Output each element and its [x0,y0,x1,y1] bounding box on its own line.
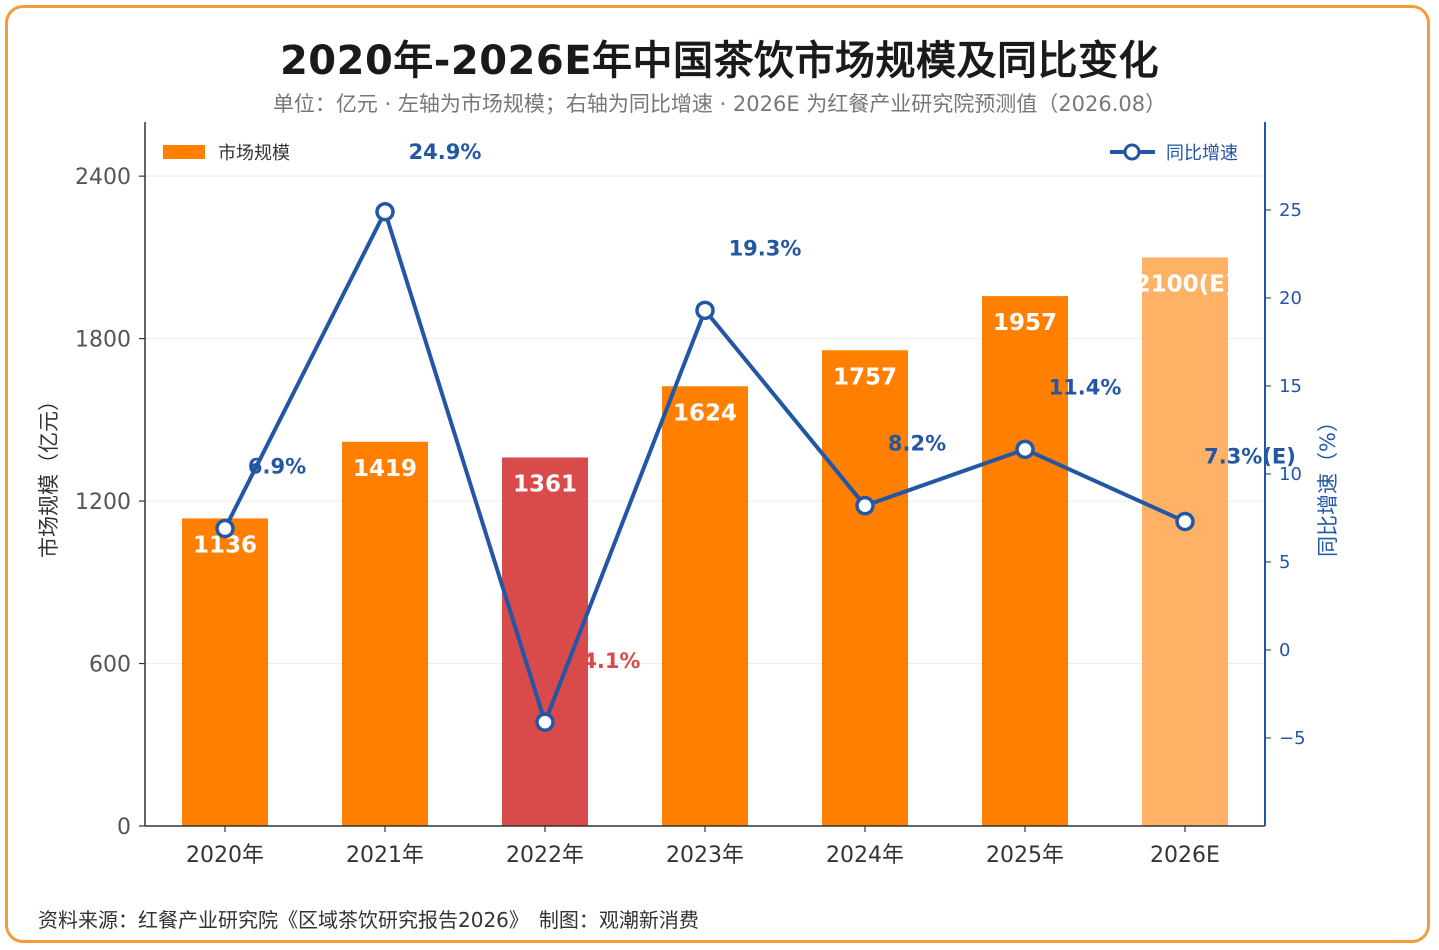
growth-point-6 [1015,439,1035,460]
left-tick-label: 0 [117,815,131,840]
x-tick-label: 2025年 [986,843,1064,868]
bar-5 [822,350,908,826]
left-axis-title: 市场规模（亿元） [37,390,61,558]
bar-4 [662,386,748,826]
chart-title: 2020年-2026E年中国茶饮市场规模及同比变化 [279,38,1160,84]
line-value-label: 24.9% [409,140,482,164]
bar-1 [182,518,268,826]
growth-point-2 [375,202,395,222]
right-tick-label: 0 [1279,640,1290,661]
line-value-label: 19.3% [729,236,802,260]
left-tick-label: 1800 [75,328,131,353]
bar-value-label: 2100(E) [1135,271,1236,297]
growth-point-1 [215,518,235,539]
right-axis-title: 同比增速（%） [1316,411,1340,557]
legend-line-marker [1123,143,1141,161]
legend-bar-swatch [163,145,205,159]
chart-subtitle: 单位：亿元 · 左轴为市场规模；右轴为同比增速 · 2026E 为红餐产业研究院… [272,92,1167,116]
growth-point-4 [695,300,715,321]
left-tick-label: 1200 [75,490,131,515]
growth-point-3 [535,712,555,732]
x-tick-label: 2023年 [666,843,744,868]
bar-2 [342,441,428,826]
x-tick-label: 2024年 [826,843,904,868]
growth-point-5 [855,495,875,516]
right-tick-label: 5 [1279,552,1290,573]
line-value-label: -4.1% [574,649,641,673]
growth-point-7 [1175,511,1195,532]
bar-value-label: 1757 [833,364,897,390]
x-tick-label: 2022年 [506,843,584,868]
right-tick-label: 20 [1279,288,1302,309]
bar-value-label: 1419 [353,456,417,482]
bar-7 [1142,257,1228,826]
line-value-label: 8.2% [888,432,946,456]
legend-bar-label: 市场规模 [218,143,290,164]
source-note: 资料来源：红餐产业研究院《区域茶饮研究报告2026》 制图：观潮新消费 [38,908,699,932]
left-tick-label: 2400 [75,165,131,190]
bar-3 [502,457,588,826]
x-tick-label: 2020年 [186,843,264,868]
line-value-label: 11.4% [1049,375,1122,399]
x-tick-label: 2021年 [346,843,424,868]
left-tick-label: 600 [89,653,131,678]
right-tick-label: 15 [1279,376,1302,397]
bar-value-label: 1957 [993,310,1057,336]
right-tick-label: 10 [1279,464,1302,485]
right-tick-label: −5 [1279,728,1306,749]
bar-value-label: 1624 [673,400,737,426]
legend-line-label: 同比增速 [1166,143,1238,164]
right-tick-label: 25 [1279,200,1302,221]
x-tick-label: 2026E [1150,843,1220,868]
bar-6 [982,296,1068,826]
bar-value-label: 1361 [513,471,577,497]
line-value-label: 6.9% [248,455,306,479]
line-value-label: 7.3%(E) [1204,445,1296,469]
